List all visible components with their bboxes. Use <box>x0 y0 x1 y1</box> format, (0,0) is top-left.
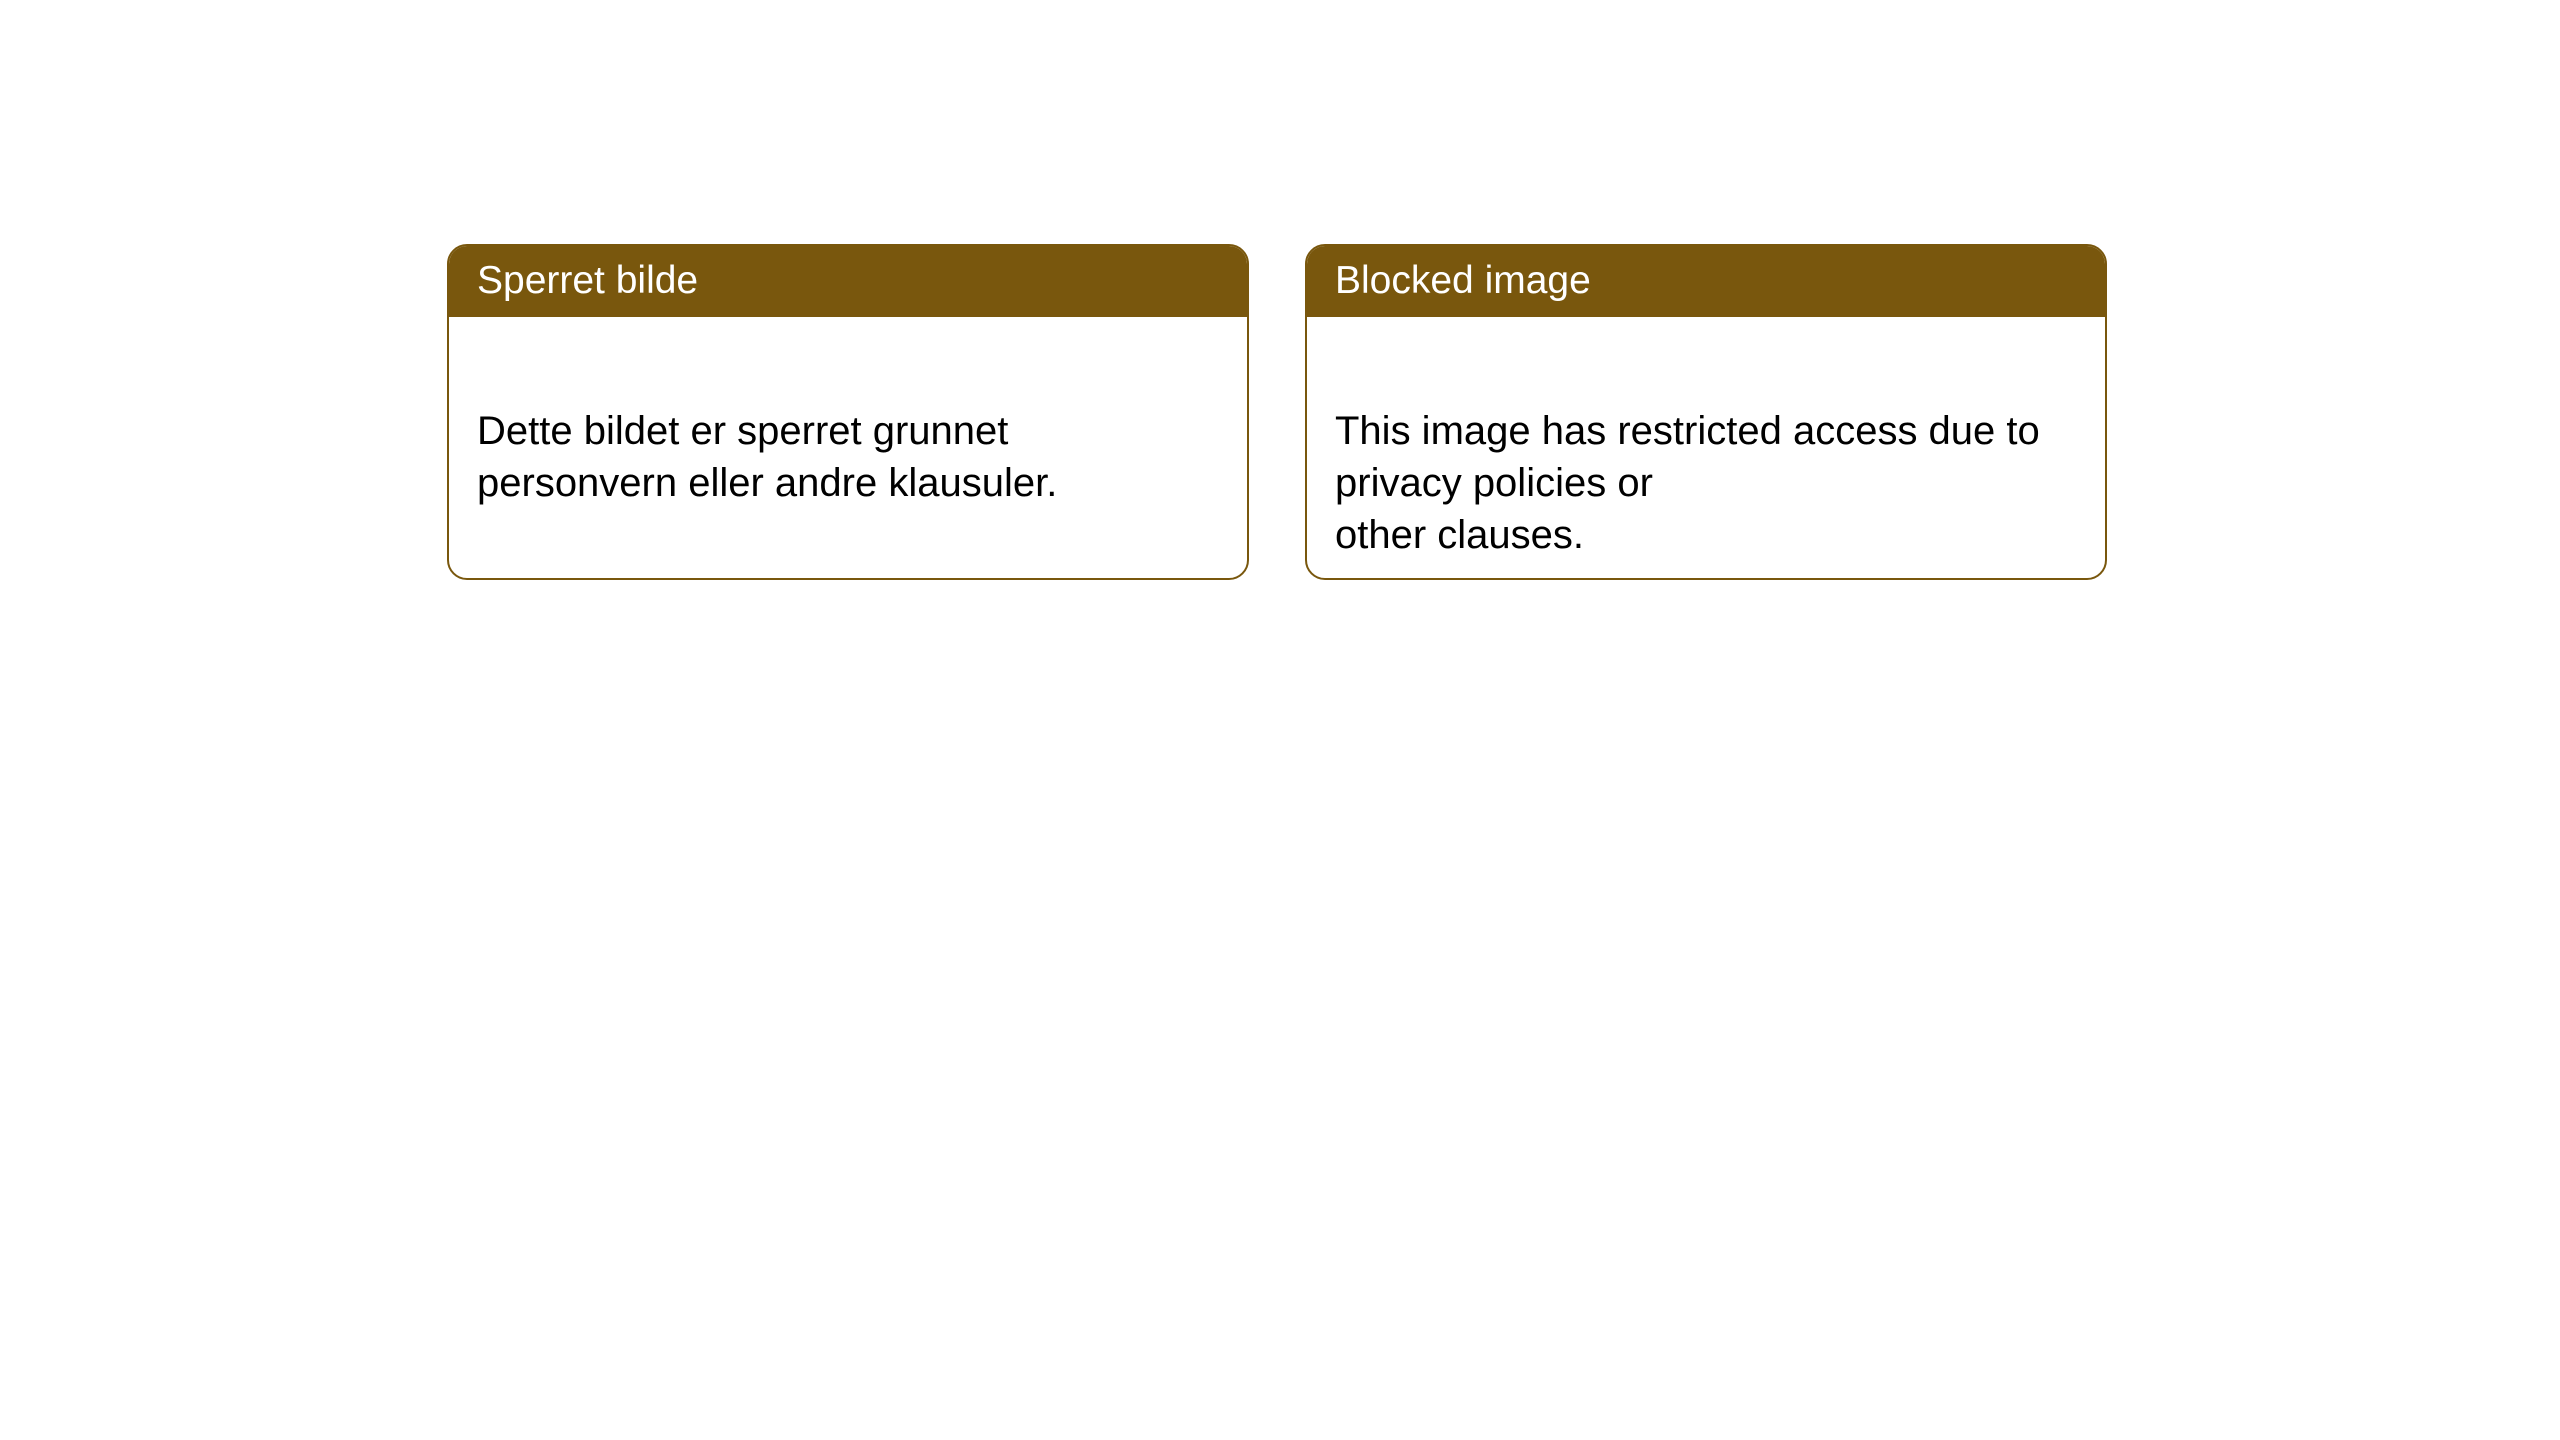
notice-container: Sperret bilde Dette bildet er sperret gr… <box>447 244 2107 580</box>
notice-box-norwegian: Sperret bilde Dette bildet er sperret gr… <box>447 244 1249 580</box>
notice-title: Sperret bilde <box>477 259 698 302</box>
notice-title: Blocked image <box>1335 259 1591 302</box>
notice-body-text: This image has restricted access due to … <box>1335 409 2040 557</box>
notice-header: Sperret bilde <box>449 246 1247 317</box>
notice-body: Dette bildet er sperret grunnet personve… <box>449 317 1247 545</box>
notice-box-english: Blocked image This image has restricted … <box>1305 244 2107 580</box>
notice-body-text: Dette bildet er sperret grunnet personve… <box>477 409 1057 505</box>
notice-header: Blocked image <box>1307 246 2105 317</box>
notice-body: This image has restricted access due to … <box>1307 317 2105 580</box>
